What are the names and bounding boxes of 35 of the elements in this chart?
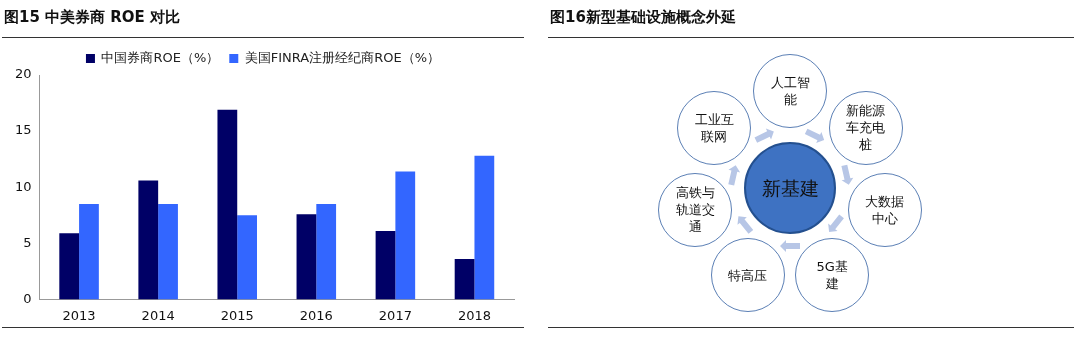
- bar: [138, 180, 159, 300]
- x-tick-label: 2014: [141, 307, 175, 323]
- outer-circle: 新能源车充电桩: [828, 90, 903, 165]
- x-tick-label: 2015: [220, 307, 254, 323]
- y-tick-label: 20: [15, 66, 32, 82]
- y-tick-label: 15: [15, 122, 32, 138]
- x-tick-label: 2013: [62, 307, 96, 323]
- bar: [79, 204, 99, 300]
- bar: [474, 155, 495, 300]
- bar: [316, 204, 337, 300]
- bar: [454, 259, 475, 300]
- bar: [237, 215, 257, 300]
- x-tick-label: 2016: [299, 307, 333, 323]
- bar: [395, 171, 416, 300]
- text: 图16新型基础设施概念外延: [550, 8, 736, 27]
- outer-circle: 大数据中心: [847, 172, 922, 247]
- outer-circle: 高铁与轨道交通: [658, 172, 733, 247]
- x-tick-label: 2018: [457, 307, 492, 323]
- chart-title: 图15 中美券商 ROE 对比: [4, 8, 181, 27]
- outer-circle: 人工智能: [753, 54, 827, 128]
- bar: [59, 233, 80, 300]
- bar: [296, 214, 317, 300]
- bar: [375, 230, 396, 300]
- x-tick-label: 2017: [378, 307, 412, 323]
- legend-label: 中国券商ROE（%）: [101, 49, 220, 65]
- y-tick-label: 5: [23, 234, 32, 250]
- center-circle: 新基建: [744, 142, 836, 234]
- y-tick-label: 0: [23, 290, 32, 306]
- bar: [217, 109, 238, 300]
- outer-circle: 特高压: [710, 238, 785, 313]
- bar: [158, 204, 178, 300]
- outer-circle: 工业互联网: [677, 90, 752, 165]
- y-tick-label: 10: [15, 178, 32, 194]
- legend-label: 美国FINRA注册经纪商ROE（%）: [244, 49, 441, 65]
- outer-circle: 5G基建: [795, 238, 870, 313]
